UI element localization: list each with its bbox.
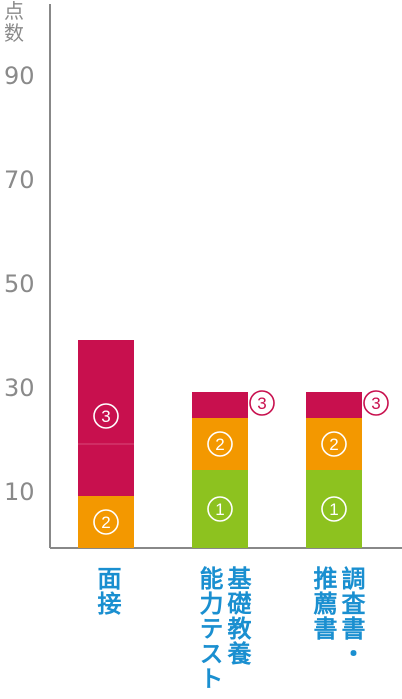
y-tick-label: 10 <box>4 478 35 506</box>
y-axis-title: 点数 <box>4 0 24 45</box>
bar-segment <box>192 470 248 548</box>
segment-marker-circle <box>207 496 233 522</box>
bar-segment <box>78 496 134 548</box>
segment-marker: 2 <box>215 435 224 454</box>
segment-marker: 2 <box>101 513 110 532</box>
category-label: 推薦書 <box>309 566 337 641</box>
segment-marker-circle <box>363 390 389 416</box>
bar-segment <box>306 470 362 548</box>
y-tick-label: 30 <box>4 374 35 402</box>
category-label: 調査書・ <box>337 566 365 666</box>
segment-marker: 3 <box>371 394 380 413</box>
segment-marker-circle <box>93 403 119 429</box>
bar-segment <box>192 418 248 470</box>
segment-marker-circle <box>321 496 347 522</box>
segment-marker: 1 <box>215 500 224 519</box>
y-tick-label: 50 <box>4 270 35 298</box>
segment-marker-circle <box>321 431 347 457</box>
y-tick-label: 90 <box>4 62 35 90</box>
segment-marker: 3 <box>101 407 110 426</box>
bar-segment <box>306 392 362 418</box>
category-label: 基礎教養 <box>223 566 251 666</box>
segment-marker: 2 <box>329 435 338 454</box>
bar-segment <box>192 392 248 418</box>
y-tick-label: 70 <box>4 166 35 194</box>
segment-marker: 3 <box>257 394 266 413</box>
segment-marker-circle <box>207 431 233 457</box>
bar-segment <box>78 340 134 496</box>
segment-marker-circle <box>93 509 119 535</box>
segment-marker-circle <box>249 390 275 416</box>
bar-segment <box>306 418 362 470</box>
segment-marker: 1 <box>329 500 338 519</box>
category-label: 能力テスト <box>195 566 223 691</box>
category-label: 面接 <box>93 566 121 616</box>
